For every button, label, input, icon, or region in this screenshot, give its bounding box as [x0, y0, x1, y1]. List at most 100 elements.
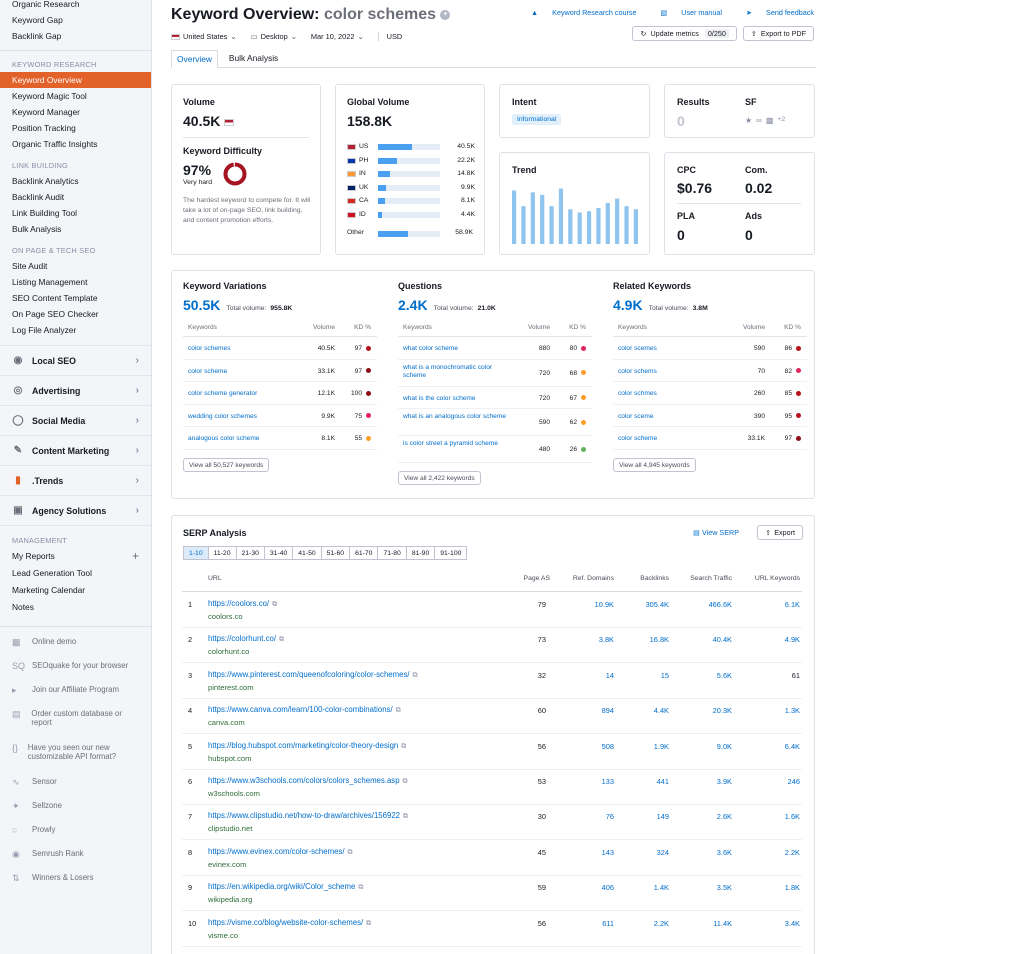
sidebar-item-keyword-magic-tool[interactable]: Keyword Magic Tool: [12, 91, 87, 101]
result-url[interactable]: https://visme.co/blog/website-color-sche…: [208, 918, 371, 928]
tab-overview[interactable]: Overview: [171, 50, 218, 68]
device-select[interactable]: ▭ Desktop ⌄: [251, 32, 297, 41]
link-user-manual[interactable]: ▧ User manual: [648, 8, 722, 17]
sidebar-item-backlink-audit[interactable]: Backlink Audit: [12, 192, 65, 202]
sidebar-item-log-file-analyzer[interactable]: Log File Analyzer: [12, 325, 77, 335]
result-url[interactable]: https://colorhunt.co/⧉: [208, 634, 284, 644]
sidebar-item-lead-generation[interactable]: Lead Generation Tool: [12, 568, 92, 578]
sidebar-item-notes[interactable]: Notes: [12, 602, 34, 612]
keyword-link[interactable]: what color scheme: [403, 345, 458, 352]
sidebar-item-organic-traffic-insights[interactable]: Organic Traffic Insights: [12, 139, 98, 149]
ref-domains[interactable]: 508: [601, 741, 614, 751]
page-button[interactable]: 21-30: [236, 546, 265, 560]
view-all-button[interactable]: View all 4,945 keywords: [613, 457, 696, 472]
sidebar-item-backlink-analytics[interactable]: Backlink Analytics: [12, 176, 79, 186]
sidebar-item-keyword-manager[interactable]: Keyword Manager: [12, 107, 80, 117]
ref-domains[interactable]: 76: [605, 812, 614, 822]
sidebar-menu-social-media[interactable]: ◯ Social Media ›: [0, 406, 151, 436]
sidebar-item-site-audit[interactable]: Site Audit: [12, 261, 48, 271]
result-url[interactable]: https://www.canva.com/learn/100-color-co…: [208, 705, 400, 715]
sidebar-item-link-building-tool[interactable]: Link Building Tool: [12, 208, 78, 218]
keyword-link[interactable]: color scheme: [618, 435, 658, 442]
result-url[interactable]: https://coolors.co/⧉: [208, 599, 277, 609]
sidebar-menu-agency-solutions[interactable]: ▣ Agency Solutions ›: [0, 496, 151, 526]
plus-icon[interactable]: +: [131, 549, 139, 563]
panel-count[interactable]: 2.4K: [398, 297, 428, 313]
keyword-link[interactable]: color scheme generator: [188, 390, 258, 397]
ref-domains[interactable]: 3.8K: [598, 635, 614, 645]
ref-domains[interactable]: 10.9K: [594, 600, 614, 609]
page-button[interactable]: 1-10: [183, 546, 209, 560]
page-button[interactable]: 41-50: [293, 546, 322, 560]
keyword-link[interactable]: color schmes: [618, 390, 657, 397]
ref-domains[interactable]: 894: [601, 706, 614, 716]
sidebar-item-bulk-analysis[interactable]: Bulk Analysis: [12, 224, 62, 234]
view-all-button[interactable]: View all 50,527 keywords: [183, 457, 270, 472]
sidebar-item-listing-management[interactable]: Listing Management: [12, 277, 88, 287]
util-semrush-rank[interactable]: ◉ Semrush Rank: [0, 849, 151, 873]
ref-domains[interactable]: 133: [601, 777, 614, 786]
util-seoquake[interactable]: SQ SEOquake for your browser: [0, 661, 151, 685]
backlinks[interactable]: 441: [656, 777, 669, 786]
util-winners-losers[interactable]: ⇅ Winners & Losers: [0, 873, 151, 897]
link-course[interactable]: ▲ Keyword Research course: [519, 8, 636, 17]
keyword-link[interactable]: analogous color scheme: [188, 435, 260, 442]
util-affiliate[interactable]: ▸ Join our Affiliate Program: [0, 685, 151, 709]
url-keywords[interactable]: 1.3K: [784, 706, 800, 716]
export-pdf-button[interactable]: ⇪ Export to PDF: [742, 26, 814, 41]
page-button[interactable]: 71-80: [378, 546, 407, 560]
ref-domains[interactable]: 14: [605, 670, 614, 680]
url-keywords[interactable]: 6.4K: [784, 741, 800, 751]
panel-count[interactable]: 50.5K: [183, 297, 221, 313]
update-metrics-button[interactable]: ↻ Update metrics 0/250: [632, 26, 737, 41]
ref-domains[interactable]: 406: [601, 883, 614, 893]
keyword-link[interactable]: color schemes: [188, 345, 231, 352]
url-keywords[interactable]: 4.9K: [784, 635, 800, 645]
result-url[interactable]: https://www.pinterest.com/queenofcolorin…: [208, 670, 417, 680]
sidebar-item-seo-content-template[interactable]: SEO Content Template: [12, 293, 98, 303]
panel-count[interactable]: 4.9K: [613, 297, 643, 313]
util-online-demo[interactable]: ▩ Online demo: [0, 637, 151, 661]
keyword-link[interactable]: color scemes: [618, 345, 657, 352]
ref-domains[interactable]: 611: [602, 918, 614, 928]
sidebar-item-organic-research[interactable]: Organic Research: [12, 0, 80, 9]
tab-bulk-analysis[interactable]: Bulk Analysis: [228, 53, 279, 63]
backlinks[interactable]: 305.4K: [645, 600, 669, 609]
url-keywords[interactable]: 3.4K: [784, 918, 800, 928]
search-traffic[interactable]: 3.9K: [716, 777, 732, 786]
keyword-link[interactable]: color sceme: [618, 412, 654, 420]
keyword-link[interactable]: color schems: [618, 367, 657, 375]
util-prowly[interactable]: ○ Prowly: [0, 825, 151, 849]
result-url[interactable]: https://www.clipstudio.net/how-to-draw/a…: [208, 811, 408, 821]
ref-domains[interactable]: 143: [601, 847, 614, 857]
search-traffic[interactable]: 2.6K: [716, 812, 732, 822]
result-url[interactable]: https://www.evinex.com/color-schemes/⧉: [208, 847, 352, 857]
sidebar-item-keyword-gap[interactable]: Keyword Gap: [12, 15, 63, 25]
sidebar-menu-content-marketing[interactable]: ✎ Content Marketing ›: [0, 436, 151, 466]
backlinks[interactable]: 16.8K: [649, 635, 669, 645]
sidebar-menu-trends[interactable]: ▮ .Trends ›: [0, 466, 151, 496]
url-keywords[interactable]: 1.8K: [784, 883, 800, 893]
page-button[interactable]: 61-70: [350, 546, 379, 560]
sidebar-menu-local-seo[interactable]: ◉ Local SEO ›: [0, 346, 151, 376]
search-traffic[interactable]: 466.6K: [708, 600, 732, 609]
backlinks[interactable]: 149: [656, 812, 669, 822]
keyword-link[interactable]: is color street a pyramid scheme: [403, 440, 498, 447]
result-url[interactable]: https://www.w3schools.com/colors/colors_…: [208, 776, 407, 786]
result-url[interactable]: https://blog.hubspot.com/marketing/color…: [208, 741, 406, 751]
sidebar-menu-advertising[interactable]: ◎ Advertising ›: [0, 376, 151, 406]
keyword-link[interactable]: what is a monochromatic color scheme: [403, 363, 493, 379]
sidebar-item-on-page-seo-checker[interactable]: On Page SEO Checker: [12, 309, 99, 319]
keyword-link[interactable]: what is the color scheme: [403, 394, 476, 402]
sidebar-item-my-reports[interactable]: My Reports +: [0, 548, 151, 565]
plus-circle-icon[interactable]: +: [440, 9, 451, 20]
search-traffic[interactable]: 40.4K: [712, 635, 732, 645]
sidebar-item-backlink-gap[interactable]: Backlink Gap: [12, 31, 62, 41]
backlinks[interactable]: 15: [660, 670, 669, 680]
serp-export-button[interactable]: ⇪ Export: [757, 525, 803, 540]
country-select[interactable]: United States ⌄: [171, 32, 237, 41]
keyword-link[interactable]: wedding color schemes: [188, 412, 257, 420]
util-api-format[interactable]: {} Have you seen our new customizable API…: [0, 743, 151, 777]
keyword-link[interactable]: what is an analogous color scheme: [403, 413, 506, 420]
page-button[interactable]: 31-40: [264, 546, 294, 560]
